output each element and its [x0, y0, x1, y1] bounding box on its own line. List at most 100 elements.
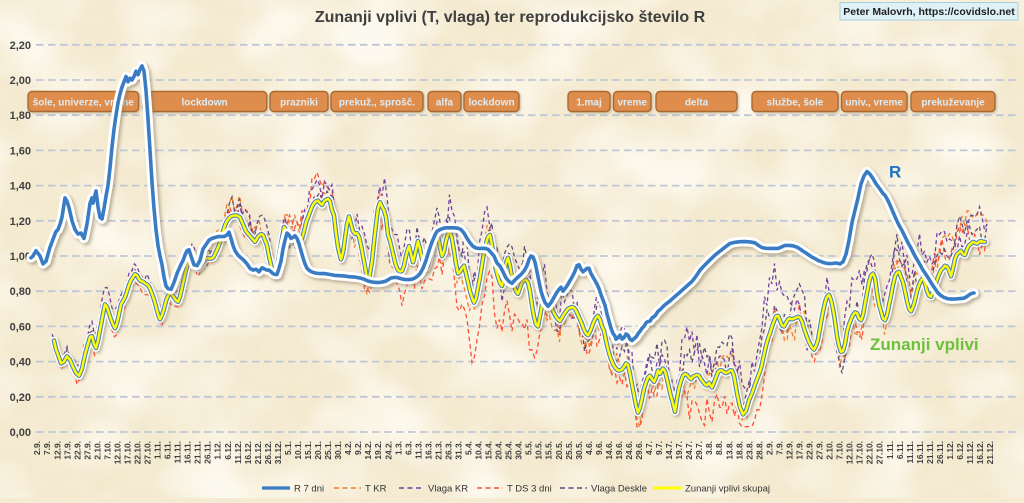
svg-text:5.4.: 5.4. [463, 441, 473, 455]
svg-text:16.11.: 16.11. [915, 441, 925, 464]
svg-text:23.8.: 23.8. [744, 441, 754, 460]
svg-text:12.9.: 12.9. [784, 441, 794, 460]
svg-text:1,00: 1,00 [10, 251, 31, 263]
svg-text:6.12.: 6.12. [223, 441, 233, 460]
svg-text:22.9.: 22.9. [72, 441, 82, 460]
svg-text:Vlaga KR: Vlaga KR [428, 484, 468, 495]
svg-text:25.4.: 25.4. [504, 441, 514, 460]
svg-text:1,20: 1,20 [10, 216, 31, 228]
svg-text:14.7.: 14.7. [664, 441, 674, 460]
svg-text:1,40: 1,40 [10, 181, 31, 193]
svg-text:Zunanji vplivi (T, vlaga) ter: Zunanji vplivi (T, vlaga) ter reprodukci… [315, 9, 706, 26]
svg-text:27.9.: 27.9. [815, 441, 825, 460]
svg-text:7.10.: 7.10. [835, 441, 845, 460]
svg-text:21.11.: 21.11. [193, 441, 203, 464]
svg-text:1.12.: 1.12. [945, 441, 955, 460]
svg-text:šole, univerze, vreme: šole, univerze, vreme [33, 98, 135, 109]
svg-text:Zunanji vplivi: Zunanji vplivi [870, 335, 979, 354]
svg-text:25.5.: 25.5. [564, 441, 574, 460]
svg-text:15.5.: 15.5. [544, 441, 554, 460]
svg-text:29.7.: 29.7. [694, 441, 704, 460]
svg-text:25.1.: 25.1. [323, 441, 333, 460]
svg-text:7.10.: 7.10. [102, 441, 112, 460]
svg-text:Zunanji vplivi skupaj: Zunanji vplivi skupaj [685, 484, 770, 495]
svg-text:20.5.: 20.5. [554, 441, 564, 460]
svg-text:24.6.: 24.6. [624, 441, 634, 460]
svg-text:3.8.: 3.8. [704, 441, 714, 455]
svg-text:27.10.: 27.10. [875, 441, 885, 464]
svg-text:17.10.: 17.10. [122, 441, 132, 464]
svg-text:12.9.: 12.9. [52, 441, 62, 460]
svg-text:21.12.: 21.12. [985, 441, 995, 464]
svg-text:T KR: T KR [365, 484, 387, 495]
svg-text:4.7.: 4.7. [644, 441, 654, 455]
svg-text:5.1.: 5.1. [283, 441, 293, 455]
svg-text:30.4.: 30.4. [514, 441, 524, 460]
svg-text:1.maj: 1.maj [576, 98, 602, 109]
svg-text:21.11.: 21.11. [925, 441, 935, 464]
svg-text:7.9.: 7.9. [774, 441, 784, 455]
svg-text:11.11.: 11.11. [905, 441, 915, 463]
svg-text:univ., vreme: univ., vreme [845, 98, 903, 109]
svg-text:16.11.: 16.11. [183, 441, 193, 464]
svg-text:Peter Malovrh, https://covidsl: Peter Malovrh, https://covidslo.net [843, 6, 1015, 18]
svg-text:29.6.: 29.6. [634, 441, 644, 460]
svg-text:26.12.: 26.12. [263, 441, 273, 464]
svg-text:6.12.: 6.12. [955, 441, 965, 460]
svg-text:0,60: 0,60 [10, 321, 31, 333]
svg-text:4.2.: 4.2. [343, 441, 353, 455]
svg-text:26.11.: 26.11. [203, 441, 213, 464]
svg-text:14.6.: 14.6. [604, 441, 614, 460]
svg-text:prekuževanje: prekuževanje [921, 98, 985, 109]
svg-text:R: R [889, 163, 901, 182]
svg-text:10.5.: 10.5. [534, 441, 544, 460]
svg-text:0,80: 0,80 [10, 286, 31, 298]
svg-text:19.7.: 19.7. [674, 441, 684, 460]
svg-text:1.3.: 1.3. [393, 441, 403, 455]
svg-text:2,20: 2,20 [10, 40, 31, 52]
svg-text:9.7.: 9.7. [654, 441, 664, 455]
svg-text:lockdown: lockdown [182, 98, 228, 109]
svg-text:lockdown: lockdown [468, 98, 514, 109]
svg-text:2.9.: 2.9. [32, 441, 42, 455]
svg-text:1,80: 1,80 [10, 110, 31, 122]
svg-text:16.12.: 16.12. [243, 441, 253, 464]
svg-text:18.8.: 18.8. [734, 441, 744, 460]
svg-text:16.12.: 16.12. [975, 441, 985, 464]
svg-text:12.10.: 12.10. [112, 441, 122, 464]
svg-text:22.10.: 22.10. [865, 441, 875, 464]
svg-text:prekuž., sprošč.: prekuž., sprošč. [339, 98, 415, 109]
svg-text:6.11.: 6.11. [895, 441, 905, 459]
svg-text:vreme: vreme [617, 98, 647, 109]
svg-text:0,20: 0,20 [10, 392, 31, 404]
svg-text:2,00: 2,00 [10, 75, 31, 87]
svg-text:11.12.: 11.12. [233, 441, 243, 464]
svg-text:15.4.: 15.4. [484, 441, 494, 460]
svg-text:11.3.: 11.3. [413, 441, 423, 459]
svg-text:9.6.: 9.6. [594, 441, 604, 455]
svg-text:10.1.: 10.1. [293, 441, 303, 460]
svg-text:7.9.: 7.9. [42, 441, 52, 455]
svg-text:8.8.: 8.8. [714, 441, 724, 455]
svg-text:prazniki: prazniki [280, 98, 318, 109]
svg-text:20.4.: 20.4. [494, 441, 504, 460]
svg-text:27.10.: 27.10. [143, 441, 153, 464]
svg-text:28.8.: 28.8. [754, 441, 764, 460]
svg-text:26.3.: 26.3. [443, 441, 453, 460]
svg-text:26.11.: 26.11. [935, 441, 945, 464]
svg-text:5.5.: 5.5. [524, 441, 534, 455]
svg-text:22.10.: 22.10. [133, 441, 143, 464]
svg-text:19.2.: 19.2. [373, 441, 383, 460]
svg-text:T DS 3 dni: T DS 3 dni [507, 484, 552, 495]
svg-text:14.2.: 14.2. [363, 441, 373, 460]
svg-text:6.11.: 6.11. [163, 441, 173, 459]
svg-text:22.9.: 22.9. [805, 441, 815, 460]
svg-text:30.1.: 30.1. [333, 441, 343, 460]
svg-text:31.12.: 31.12. [273, 441, 283, 464]
svg-text:0,00: 0,00 [10, 427, 31, 439]
svg-text:10.4.: 10.4. [474, 441, 484, 460]
svg-text:21.12.: 21.12. [253, 441, 263, 464]
svg-text:1.12.: 1.12. [213, 441, 223, 460]
svg-text:15.1.: 15.1. [303, 441, 313, 460]
svg-text:11.12.: 11.12. [965, 441, 975, 464]
